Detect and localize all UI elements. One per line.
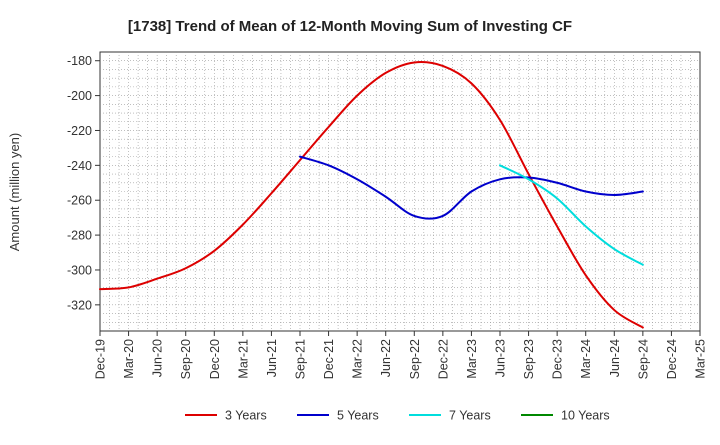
y-tick-label: -260 — [67, 194, 92, 208]
legend-label-7-years: 7 Years — [449, 409, 491, 423]
x-tick-label: Jun-23 — [494, 339, 508, 377]
x-tick-label: Jun-20 — [151, 339, 165, 377]
x-tick-label: Jun-24 — [608, 339, 622, 377]
x-tick-label: Sep-21 — [294, 339, 308, 379]
x-tick-label: Mar-20 — [122, 339, 136, 379]
x-tick-label: Jun-21 — [265, 339, 279, 377]
series-line-7-years — [499, 164, 644, 266]
y-tick-label: -200 — [67, 89, 92, 103]
x-tick-label: Jun-22 — [379, 339, 393, 377]
chart-title: [1738] Trend of Mean of 12-Month Moving … — [128, 18, 572, 35]
x-tick-label: Mar-25 — [694, 339, 708, 379]
x-tick-label: Mar-21 — [236, 339, 250, 379]
x-tick-label: Dec-21 — [322, 339, 336, 379]
legend-label-3-years: 3 Years — [225, 409, 267, 423]
plot-area: -180 -200 -220 -240 -260 -280 -300 -320 Dec-19 Ma… — [67, 51, 708, 379]
x-tick-label: Mar-23 — [465, 339, 479, 379]
y-tick-label: -280 — [67, 229, 92, 243]
y-tick-label: -180 — [67, 54, 92, 68]
series-line-3-years — [99, 61, 644, 329]
x-tick-label: Dec-23 — [551, 339, 565, 379]
x-tick-label: Dec-19 — [94, 339, 108, 379]
y-tick-label: -220 — [67, 124, 92, 138]
x-tick-label: Dec-20 — [208, 339, 222, 379]
y-tick-label: -320 — [67, 298, 92, 312]
x-tick-label: Sep-22 — [408, 339, 422, 379]
x-tick-label: Sep-23 — [522, 339, 536, 379]
legend: 3 Years 5 Years 7 Years 10 Years — [185, 409, 610, 423]
x-tick-label: Mar-24 — [579, 339, 593, 379]
legend-label-10-years: 10 Years — [561, 409, 610, 423]
series-line-5-years — [299, 155, 644, 220]
legend-label-5-years: 5 Years — [337, 409, 379, 423]
x-tick-label: Sep-20 — [179, 339, 193, 379]
y-axis-label: Amount (million yen) — [7, 133, 22, 252]
x-tick-label: Dec-24 — [665, 339, 679, 379]
x-tick-label: Mar-22 — [351, 339, 365, 379]
x-tick-label: Dec-22 — [436, 339, 450, 379]
y-tick-label: -300 — [67, 263, 92, 277]
x-tick-label: Sep-24 — [636, 339, 650, 379]
y-tick-label: -240 — [67, 159, 92, 173]
